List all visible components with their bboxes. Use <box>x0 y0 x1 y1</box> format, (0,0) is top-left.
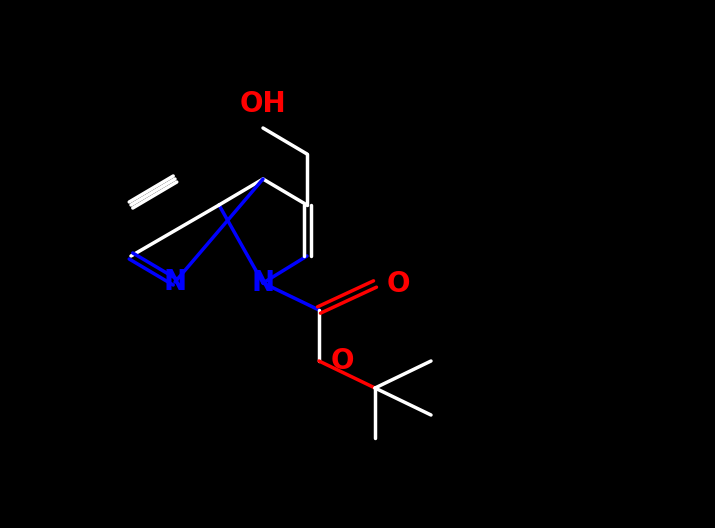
Text: N: N <box>164 268 187 296</box>
Text: O: O <box>387 270 410 298</box>
Text: O: O <box>331 347 355 375</box>
Text: N: N <box>252 269 275 297</box>
Text: OH: OH <box>240 90 286 118</box>
